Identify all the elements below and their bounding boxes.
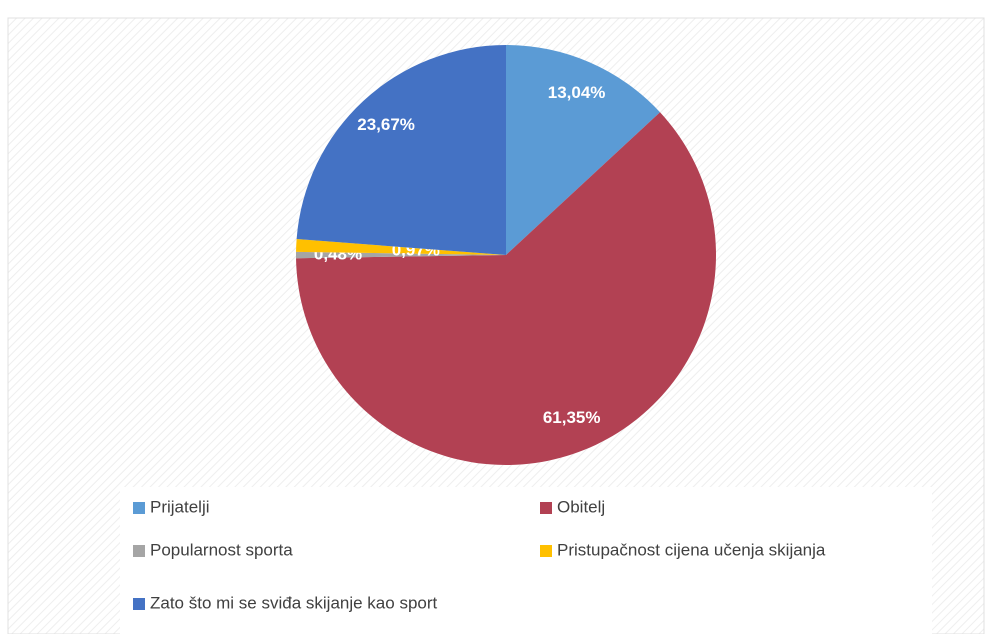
- data-label: 13,04%: [548, 83, 606, 102]
- legend-swatch: [540, 545, 552, 557]
- data-label: 23,67%: [357, 115, 415, 134]
- legend-swatch: [133, 545, 145, 557]
- legend-box: [120, 487, 932, 634]
- pie-slice: [296, 112, 716, 465]
- legend-swatch: [133, 598, 145, 610]
- pie-slice: [296, 239, 506, 255]
- legend-label: Obitelj: [557, 497, 605, 516]
- pie-slice: [296, 45, 506, 255]
- legend-swatch: [133, 502, 145, 514]
- pie-slice: [296, 251, 506, 259]
- legend-label: Prijatelji: [150, 497, 210, 516]
- legend-swatch: [540, 502, 552, 514]
- legend-label: Pristupačnost cijena učenja skijanja: [557, 540, 826, 559]
- pie-slice: [506, 45, 661, 255]
- data-label: 61,35%: [543, 408, 601, 427]
- legend-label: Popularnost sporta: [150, 540, 293, 559]
- legend-label: Zato što mi se sviđa skijanje kao sport: [150, 593, 438, 612]
